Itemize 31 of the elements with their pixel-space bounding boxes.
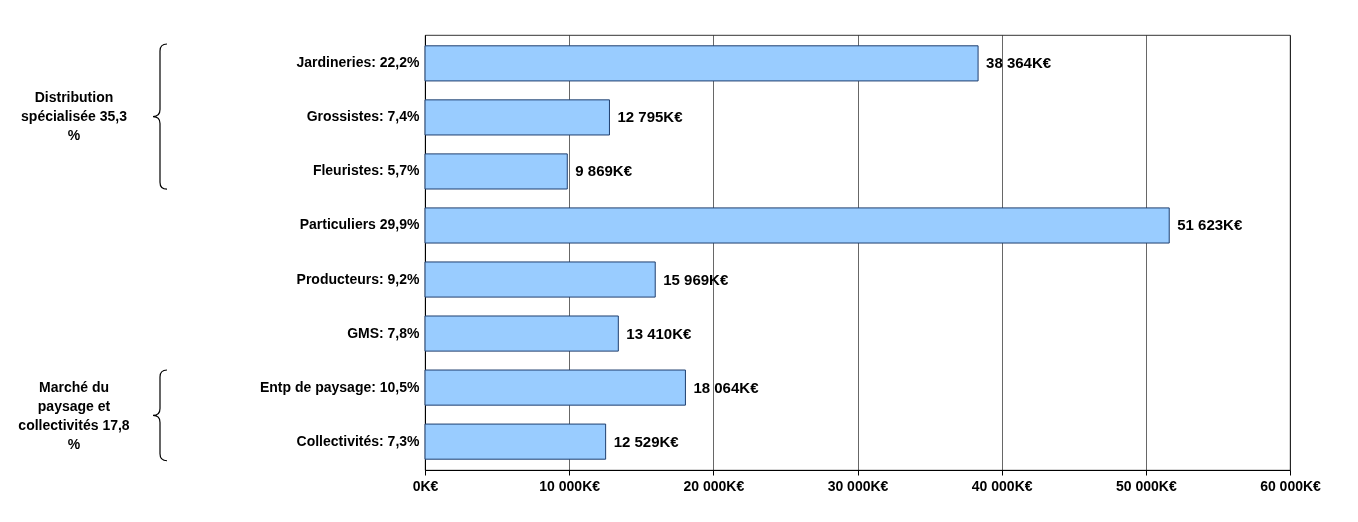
y-tick-label: Collectivités: 7,3% bbox=[296, 432, 421, 449]
x-tick-label: 50 000K€ bbox=[1115, 477, 1177, 494]
x-tick-label: 0K€ bbox=[412, 477, 439, 494]
data-label: 18 064K€ bbox=[693, 378, 760, 396]
bar bbox=[424, 207, 1170, 244]
bar bbox=[424, 369, 686, 406]
y-tick-label: Grossistes: 7,4% bbox=[306, 108, 421, 125]
bar bbox=[424, 45, 979, 82]
x-tick-label: 60 000K€ bbox=[1260, 477, 1322, 494]
bar bbox=[424, 315, 619, 352]
y-tick-label: Jardineries: 22,2% bbox=[296, 54, 421, 71]
data-label: 12 795K€ bbox=[617, 108, 684, 126]
bar bbox=[424, 423, 607, 460]
x-tick-label: 20 000K€ bbox=[683, 477, 745, 494]
text: Distribution spécialisée 35,3 % bbox=[20, 88, 128, 146]
data-label: 51 623K€ bbox=[1177, 216, 1243, 234]
y-tick-label: GMS: 7,8% bbox=[347, 324, 421, 341]
data-label: 13 410K€ bbox=[626, 324, 693, 342]
bar bbox=[424, 261, 656, 298]
y-tick-label: Particuliers 29,9% bbox=[299, 216, 421, 233]
text: Marché du paysage et collectivités 17,8 % bbox=[17, 377, 131, 454]
y-tick-label: Entp de paysage: 10,5% bbox=[259, 378, 421, 395]
y-tick-label: Fleuristes: 5,7% bbox=[312, 162, 421, 179]
x-tick-label: 40 000K€ bbox=[971, 477, 1033, 494]
x-tick-label: 30 000K€ bbox=[827, 477, 889, 494]
x-tick-label: 10 000K€ bbox=[539, 477, 601, 494]
data-label: 12 529K€ bbox=[613, 432, 680, 450]
data-label: 9 869K€ bbox=[575, 162, 633, 180]
bar bbox=[424, 153, 568, 190]
y-tick-label: Producteurs: 9,2% bbox=[296, 270, 421, 287]
bar bbox=[424, 99, 610, 136]
